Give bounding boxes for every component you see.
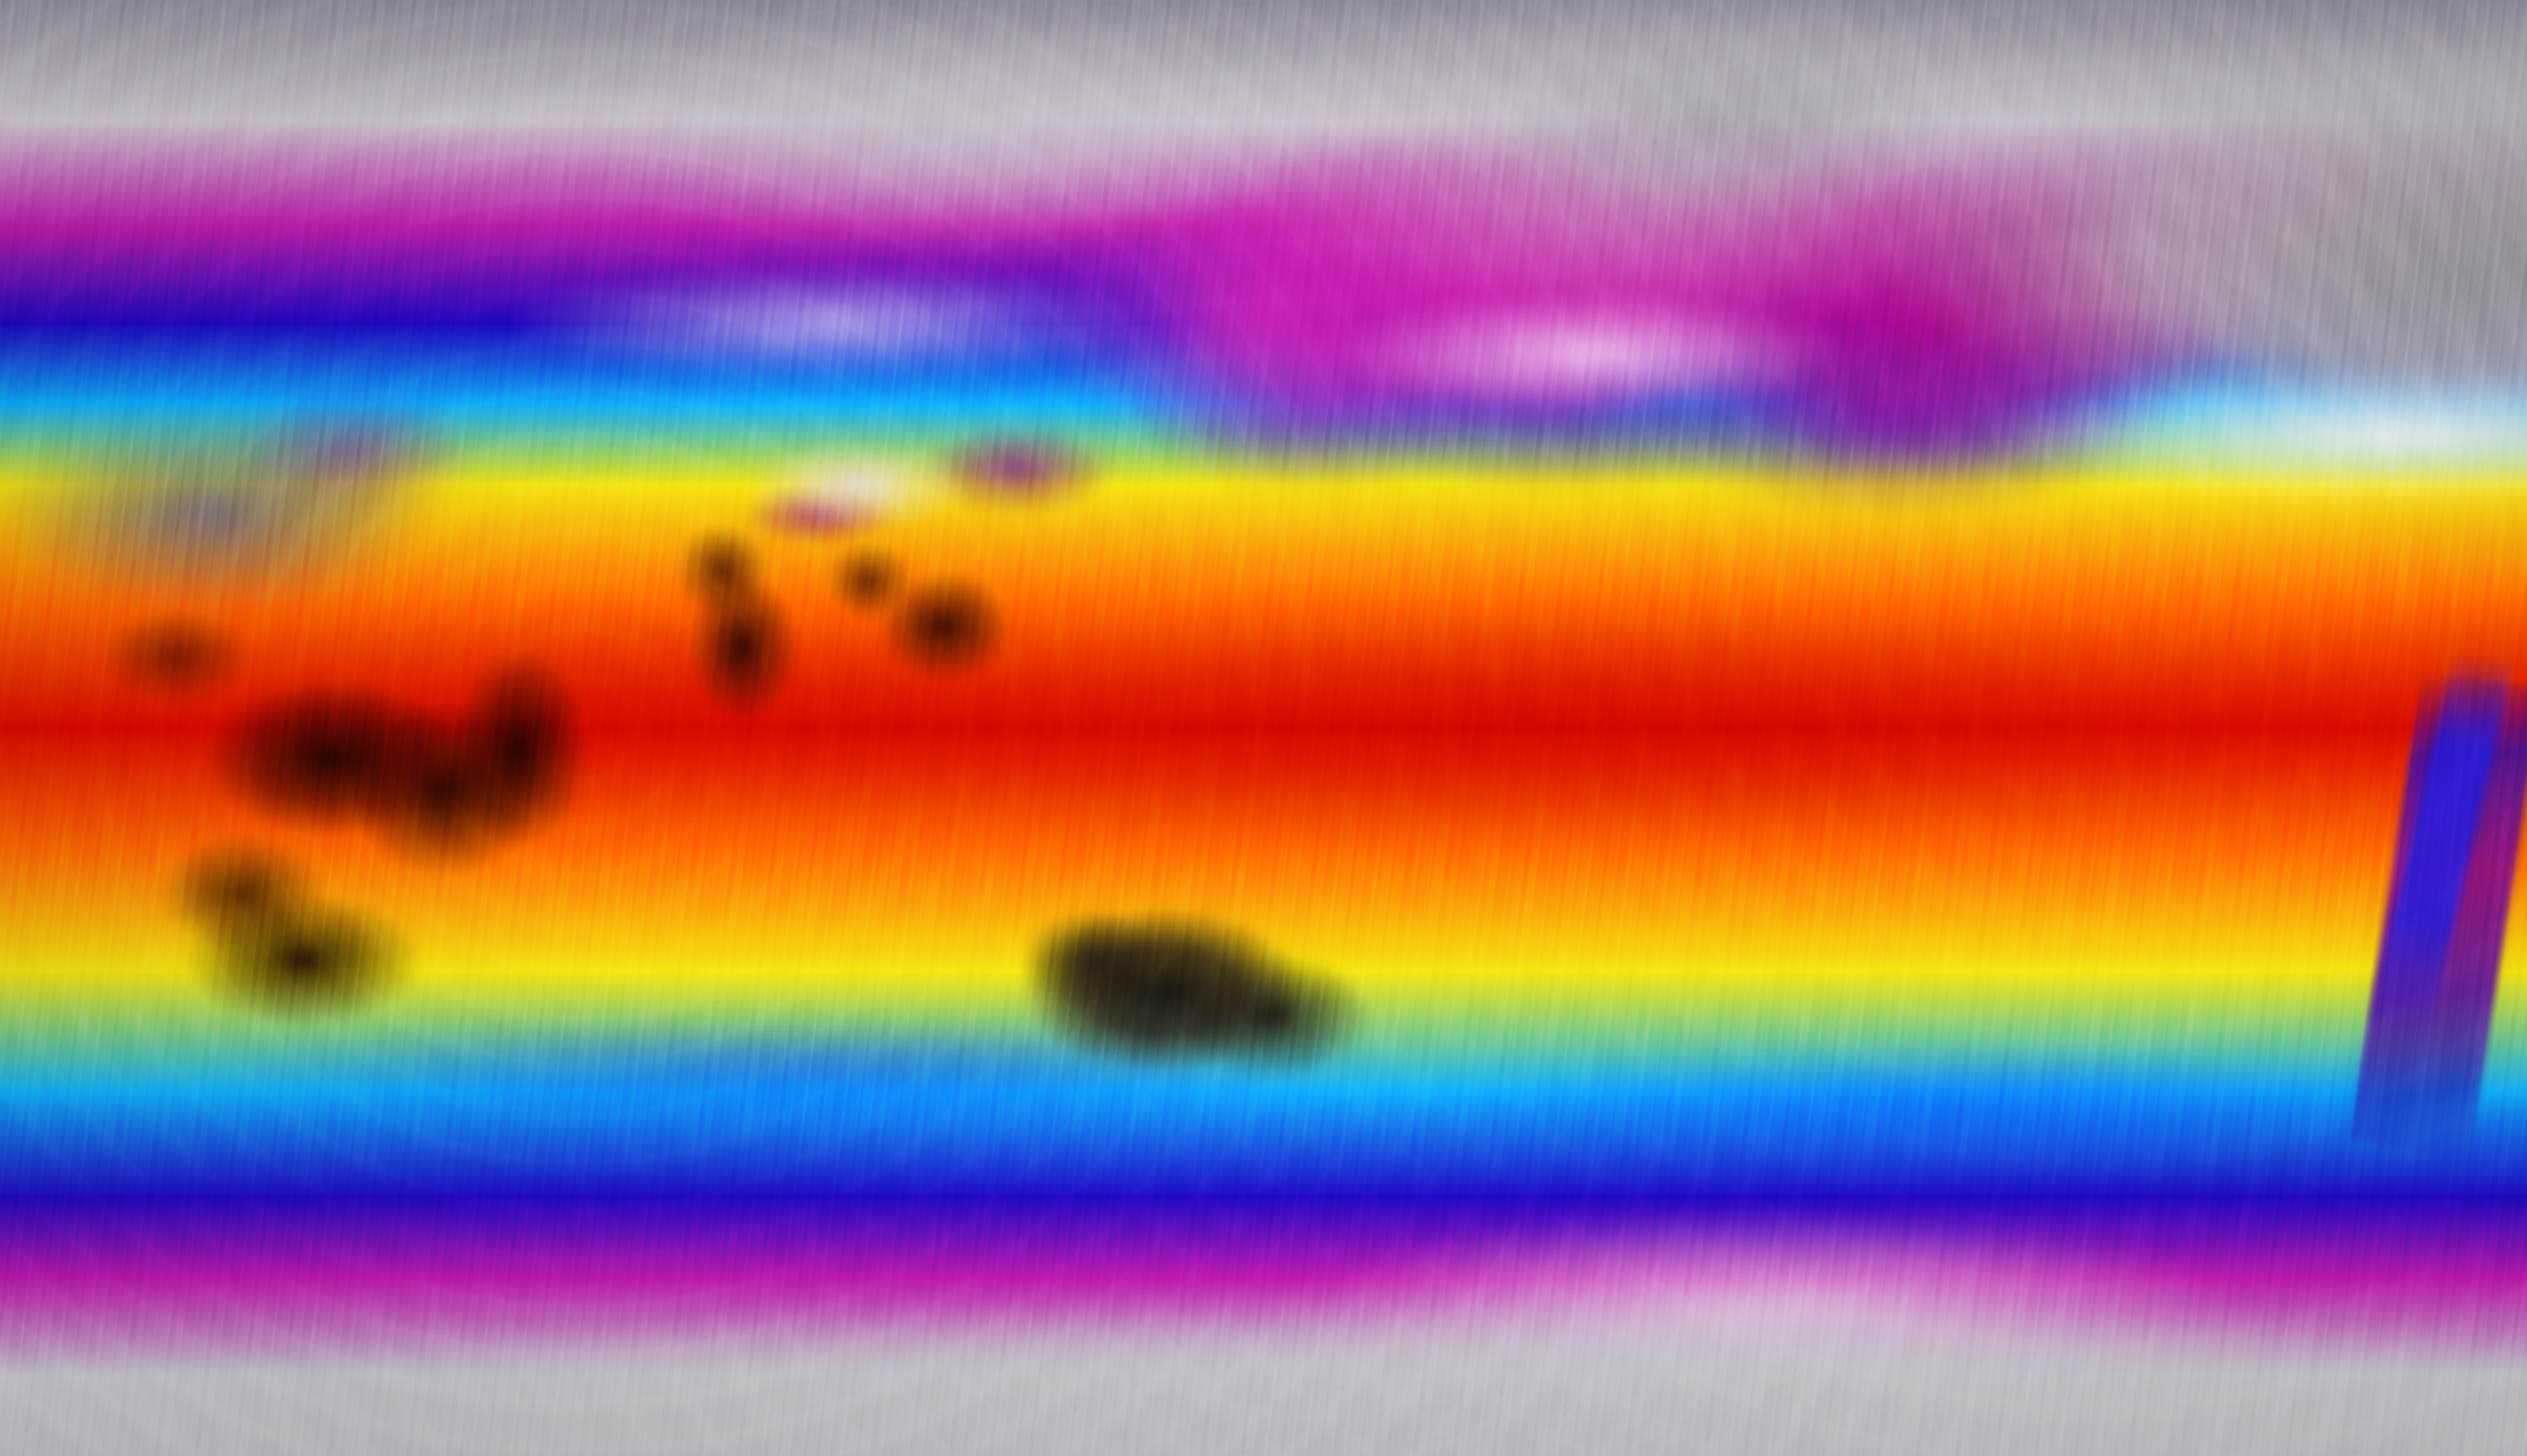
arctic-landmass-layer (0, 0, 2527, 1456)
south-america-warm-layer (0, 0, 2527, 1456)
himalaya-cold-plateau-layer (0, 0, 2527, 1456)
arctic-frontal-edge-layer (0, 0, 2527, 1456)
temperature-map-canvas (0, 0, 2527, 1456)
southern-ocean-cold-front-layer (0, 0, 2527, 1456)
india-heat-layer (0, 0, 2527, 1456)
europe-cold-region-layer (0, 0, 2527, 1456)
turbulence-texture-layer (0, 0, 2527, 1456)
eddy-texture-layer (0, 0, 2527, 1456)
vignette-layer (0, 0, 2527, 1456)
zonal-temperature-bands-layer (0, 0, 2527, 1456)
north-pacific-magenta-plume-layer (0, 0, 2527, 1456)
australia-heat-layer (0, 0, 2527, 1456)
north-pacific-violet-plume-layer (0, 0, 2527, 1456)
antarctic-plateau-layer (0, 0, 2527, 1456)
africa-heat-layer (0, 0, 2527, 1456)
equatorial-hot-core-layer (0, 0, 2527, 1456)
southeast-asia-heat-layer (0, 0, 2527, 1456)
arctic-ice-sheet-layer (0, 0, 2527, 1456)
